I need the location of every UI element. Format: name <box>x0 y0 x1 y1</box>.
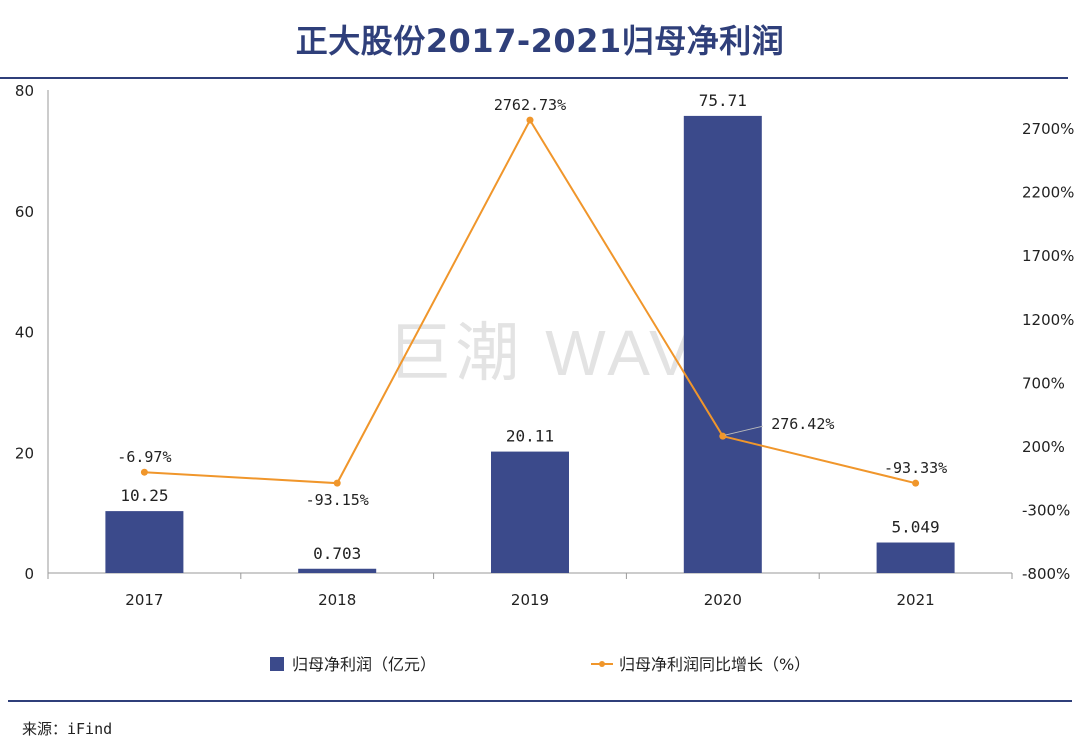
growth-point <box>719 432 727 440</box>
bar <box>298 568 377 573</box>
bar <box>491 451 569 573</box>
label-leader-line <box>724 425 763 436</box>
bar-value-label: 10.25 <box>120 486 168 505</box>
growth-point <box>526 116 534 124</box>
y-right-tick-label: 200% <box>1022 438 1065 456</box>
y-left-tick-label: 0 <box>24 565 34 583</box>
x-tick-label: 2021 <box>897 591 935 609</box>
bar-value-label: 20.11 <box>506 427 554 446</box>
bar-value-label: 0.703 <box>313 544 361 563</box>
legend-line-label: 归母净利润同比增长（%） <box>619 655 810 674</box>
watermark: 巨潮 WAVE <box>387 317 742 389</box>
x-tick-label: 2017 <box>125 591 163 609</box>
y-right-tick-label: 1200% <box>1022 311 1074 329</box>
growth-value-label: -93.15% <box>306 491 369 509</box>
growth-point <box>333 479 341 487</box>
bar-value-label: 75.71 <box>699 91 747 110</box>
y-left-tick-label: 20 <box>15 444 34 462</box>
bar <box>105 511 184 573</box>
y-right-tick-label: 2200% <box>1022 184 1074 202</box>
bar <box>683 115 762 573</box>
y-left-tick-label: 80 <box>15 82 34 100</box>
x-tick-label: 2020 <box>704 591 742 609</box>
bar-value-label: 5.049 <box>892 518 940 537</box>
growth-value-label: -93.33% <box>884 459 947 477</box>
y-right-tick-label: 1700% <box>1022 247 1074 265</box>
y-left-tick-label: 40 <box>15 324 34 342</box>
y-left-tick-label: 60 <box>15 203 34 221</box>
growth-point <box>140 468 148 476</box>
legend-bar-label: 归母净利润（亿元） <box>292 655 436 674</box>
bar <box>876 542 955 573</box>
y-right-tick-label: 700% <box>1022 374 1065 392</box>
chart: 巨潮 WAVE 0 20 40 60 80 -800% -300% 200% 700% 1200… <box>15 82 1075 674</box>
legend-line-marker <box>599 661 605 667</box>
growth-value-label: 2762.73% <box>494 96 566 114</box>
growth-value-label: -6.97% <box>117 448 171 466</box>
source-note: 来源：iFind <box>22 720 113 738</box>
y-right-tick-label: -800% <box>1022 565 1070 583</box>
growth-point <box>912 479 920 487</box>
title-divider <box>0 77 1068 79</box>
y-right-tick-label: -300% <box>1022 501 1070 519</box>
x-tick-label: 2018 <box>318 591 356 609</box>
x-tick-label: 2019 <box>511 591 549 609</box>
chart-title: 正大股份2017-2021归母净利润 <box>295 22 785 60</box>
growth-value-label: 276.42% <box>771 415 834 433</box>
legend-bar-swatch <box>270 657 284 671</box>
footer-divider <box>8 700 1072 702</box>
y-right-tick-label: 2700% <box>1022 120 1074 138</box>
